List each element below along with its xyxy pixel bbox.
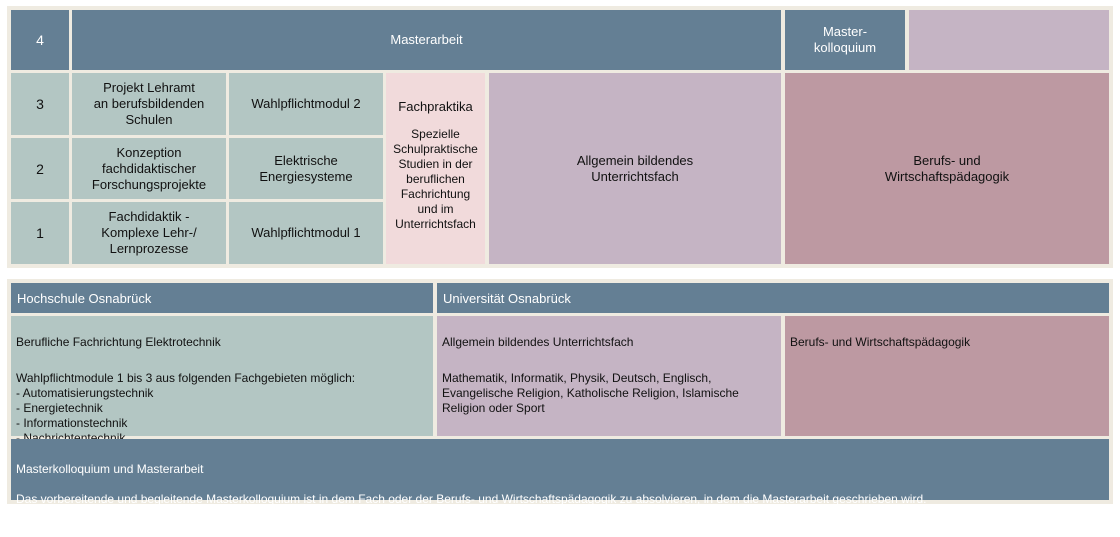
module-wahlpflicht-2: Wahlpflichtmodul 2 xyxy=(229,73,383,135)
module-projekt-lehramt: Projekt Lehramt an berufsbildenden Schul… xyxy=(72,73,226,135)
berufs-body: Berufs- und Wirtschaftspädagogik xyxy=(785,316,1109,436)
semester-1: 1 xyxy=(11,202,69,264)
masterkolloquium-cell: Master- kolloquium xyxy=(785,10,905,70)
module-wahlpflicht-1: Wahlpflichtmodul 1 xyxy=(229,202,383,264)
allgemein-bildendes-cell: Allgemein bildendes Unterrichtsfach xyxy=(489,73,781,264)
fachpraktika-title: Fachpraktika xyxy=(398,99,473,114)
footer-info: Masterkolloquium und Masterarbeit Das vo… xyxy=(11,439,1109,521)
fachpraktika-cell: Fachpraktika Spezielle Schulpraktische S… xyxy=(386,73,485,264)
ab-text: Mathematik, Informatik, Physik, Deutsch,… xyxy=(442,371,739,415)
semester-2: 2 xyxy=(11,138,69,199)
semester-4: 4 xyxy=(11,10,69,70)
hs-title: Berufliche Fachrichtung Elektrotechnik xyxy=(16,335,221,349)
module-elektrische-energiesysteme: Elektrische Energiesysteme xyxy=(229,138,383,199)
allgemein-body: Allgemein bildendes Unterrichtsfach Math… xyxy=(437,316,781,436)
bw-title: Berufs- und Wirtschaftspädagogik xyxy=(790,335,971,349)
universitaet-header: Universität Osnabrück xyxy=(437,283,1109,313)
hochschule-body: Berufliche Fachrichtung Elektrotechnik W… xyxy=(11,316,433,460)
module-konzeption: Konzeption fachdidaktischer Forschungspr… xyxy=(72,138,226,199)
footer-text: Das vorbereitende und begleitende Master… xyxy=(16,492,927,521)
hochschule-header: Hochschule Osnabrück xyxy=(11,283,433,313)
empty-cell xyxy=(909,10,1109,70)
footer-title: Masterkolloquium und Masterarbeit xyxy=(16,462,204,476)
semester-3: 3 xyxy=(11,73,69,135)
berufs-wirtschaft-cell: Berufs- und Wirtschaftspädagogik xyxy=(785,73,1109,264)
module-fachdidaktik: Fachdidaktik - Komplexe Lehr-/ Lernproze… xyxy=(72,202,226,264)
ab-title: Allgemein bildendes Unterrichtsfach xyxy=(442,335,634,349)
masterarbeit-cell: Masterarbeit xyxy=(72,10,781,70)
fachpraktika-text: Spezielle Schulpraktische Studien in der… xyxy=(393,127,478,231)
